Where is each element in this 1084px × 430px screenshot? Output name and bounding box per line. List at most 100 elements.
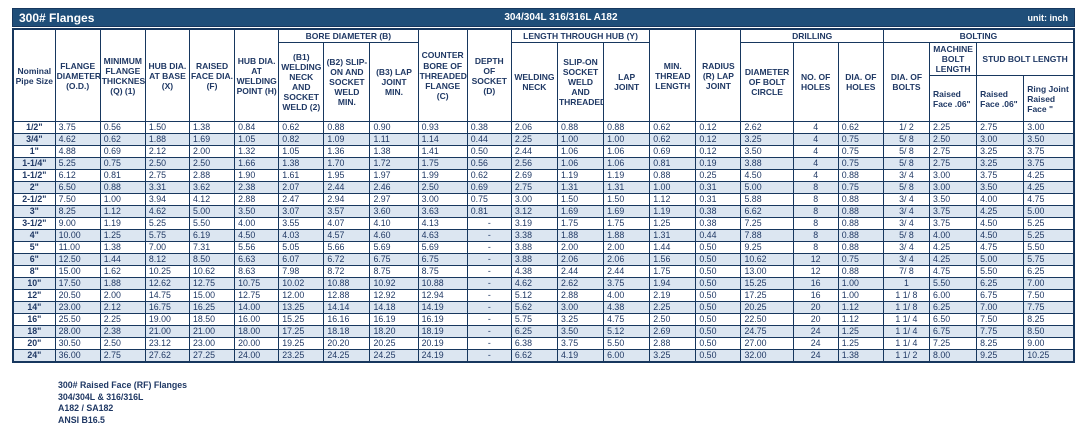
value-cell: 0.50 [695,337,742,351]
pipe-size-cell: 20" [12,337,56,351]
value-cell: 5.50 [928,277,978,291]
value-cell: 0.90 [369,121,419,135]
value-cell: 5/ 8 [882,229,931,243]
value-cell: 5.00 [740,181,794,195]
value-cell: 3.55 [278,217,325,231]
value-cell: 2.69 [510,169,558,183]
value-cell: 10.62 [740,253,794,267]
value-cell: 20.00 [234,337,280,351]
note-line: 304/304L & 316/316L [58,391,144,402]
table-header: Nominal Pipe Size FLANGE DIAMETER (O.D.)… [12,28,1075,123]
value-cell: 2.88 [556,289,605,303]
table-row: 16" 25.50 2.25 19.00 18.50 16.00 15.25 16.16 16.… [12,313,1075,327]
pipe-size-cell: 2" [12,181,56,195]
value-cell: 0.44 [695,229,742,243]
value-cell: 28.00 [54,325,101,339]
value-cell: 0.19 [695,157,742,171]
value-cell: 0.50 [695,277,742,291]
value-cell: 5.88 [740,193,794,207]
value-cell: 0.88 [649,169,697,183]
pipe-size-cell: 3/4" [12,133,56,147]
value-cell: 9.00 [54,217,101,231]
value-cell: 3/ 4 [882,169,931,183]
value-cell: 2.75 [928,145,978,159]
value-cell: 3.25 [740,133,794,147]
value-cell: 2.12 [144,145,190,159]
pipe-size-cell: 1-1/2" [12,169,56,183]
value-cell: 20.19 [417,337,468,351]
value-cell: 23.12 [144,337,190,351]
value-cell: 2.75 [976,121,1025,135]
value-cell: 8 [792,217,839,231]
value-cell: 0.12 [695,133,742,147]
value-cell: 3.75 [1023,157,1075,171]
value-cell: 4.25 [928,253,978,267]
value-cell: 3.38 [510,229,558,243]
value-cell: 3.57 [323,205,371,219]
value-cell: 4 [792,157,839,171]
value-cell: 1.44 [649,241,697,255]
value-cell: 20 [792,301,839,315]
material-spec: 304/304L 316/316L A182 [504,12,618,23]
value-cell: 1.62 [99,265,146,279]
value-cell: 5.25 [144,217,190,231]
value-cell: 16.75 [144,301,190,315]
value-cell: 3/ 4 [882,217,931,231]
value-cell: 6.19 [188,229,236,243]
value-cell: 6.25 [928,301,978,315]
value-cell: 8 [792,181,839,195]
value-cell: 16.00 [234,313,280,327]
value-cell: 4.00 [928,229,978,243]
value-cell: 16.19 [369,313,419,327]
note-line: ANSI B16.5 [58,414,105,425]
value-cell: 19.00 [144,313,190,327]
value-cell: 1.05 [234,133,280,147]
table-row: 2-1/2" 7.50 1.00 3.94 4.12 2.88 2.47 2.94 2.97 3.… [12,193,1075,207]
col-header-bolt-circle: DIAMETER OF BOLT CIRCLE [740,42,794,123]
value-cell: 1.25 [649,217,697,231]
value-cell: 5.25 [1023,217,1075,231]
value-cell: 12.94 [417,289,468,303]
value-cell: 4.00 [976,193,1025,207]
value-cell: 1.05 [278,145,325,159]
value-cell: 0.44 [466,133,512,147]
value-cell: 9.25 [740,241,794,255]
col-header-machine-raised-face: Raised Face .06" [928,75,978,123]
value-cell: 21.00 [188,325,236,339]
col-header-dia-bolts: DIA. OF BOLTS [882,42,931,123]
value-cell: 4.38 [603,301,651,315]
value-cell: 0.50 [695,349,742,363]
value-cell: 3.00 [417,193,468,207]
value-cell: 4 [792,121,839,135]
pipe-size-cell: 1-1/4" [12,157,56,171]
value-cell: 3.31 [144,181,190,195]
value-cell: 0.88 [99,181,146,195]
value-cell: 7.31 [188,241,236,255]
value-cell: 0.75 [99,157,146,171]
value-cell: 7.25 [740,217,794,231]
value-cell: 6.25 [1023,265,1075,279]
table-row: 5" 11.00 1.38 7.00 7.31 5.56 5.05 5.66 5.69 5.69-… [12,241,1075,255]
value-cell: 5/ 8 [882,145,931,159]
value-cell: 3.60 [369,205,419,219]
value-cell: 5.50 [976,265,1025,279]
value-cell: 0.88 [837,217,884,231]
value-cell: 10.75 [234,277,280,291]
group-header-machine-bolt: MACHINE BOLT LENGTH [928,42,978,77]
value-cell: 15.00 [54,265,101,279]
value-cell: 5.75 [1023,253,1075,267]
value-cell: 8 [792,241,839,255]
col-header-b2: (B2) SLIP-ON AND SOCKET WELD MIN. [323,42,371,123]
value-cell: 1/ 2 [882,121,931,135]
value-cell: 3.00 [928,169,978,183]
value-cell: 4.38 [510,265,558,279]
value-cell: 1.31 [649,229,697,243]
value-cell: 4.19 [556,349,605,363]
value-cell: 1 1/ 4 [882,337,931,351]
value-cell: 6.38 [510,337,558,351]
value-cell: 2.44 [603,265,651,279]
value-cell: 24 [792,337,839,351]
value-cell: 4.00 [234,217,280,231]
value-cell: 1.32 [234,145,280,159]
value-cell: 6.12 [54,169,101,183]
